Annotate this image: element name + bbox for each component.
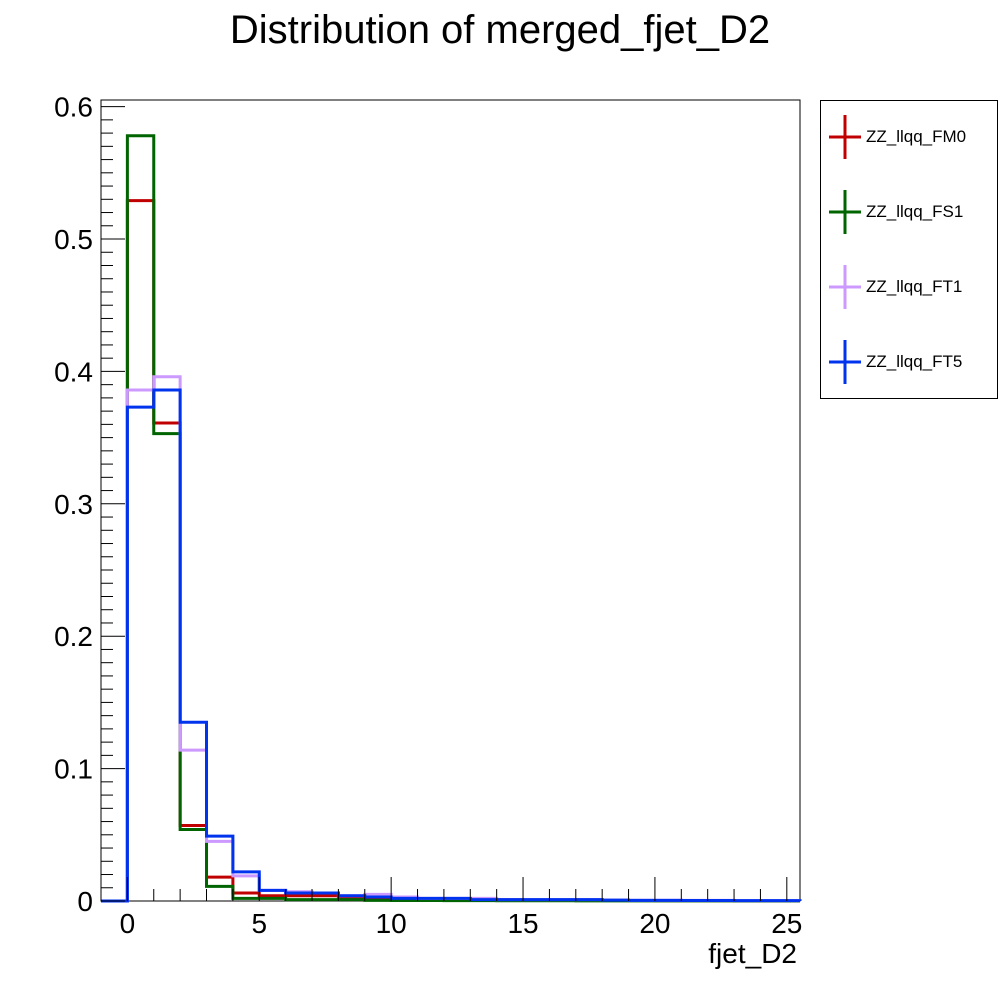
legend: ZZ_llqq_FM0 ZZ_llqq_FS1 ZZ_llqq_FT1 ZZ_llqq… [820, 100, 998, 399]
y-tick-label: 0.5 [54, 224, 93, 255]
legend-item: ZZ_llqq_FT5 [821, 336, 999, 396]
series-ZZ_llqq_FT5 [101, 388, 802, 903]
legend-label: ZZ_llqq_FT1 [866, 277, 963, 296]
y-tick-label: 0.4 [54, 356, 93, 387]
y-tick-label: 0.6 [54, 92, 93, 123]
x-tick-label: 0 [120, 908, 136, 939]
y-tick-label: 0.1 [54, 754, 93, 785]
y-tick-label: 0.3 [54, 489, 93, 520]
axis-layer: 0 5 10 15 20 25 0 0.1 0.2 0.3 0.4 0.5 0.6 [54, 92, 802, 939]
legend-marker-icon [829, 190, 861, 234]
legend-label: ZZ_llqq_FS1 [866, 202, 964, 221]
x-axis-label: fjet_D2 [708, 938, 797, 969]
legend-marker-icon [829, 265, 861, 309]
y-tick-label: 0.2 [54, 621, 93, 652]
x-tick-label: 5 [251, 908, 267, 939]
legend-item: ZZ_llqq_FT1 [821, 261, 999, 321]
x-tick-label: 15 [507, 908, 538, 939]
legend-marker-icon [829, 340, 861, 384]
chart-title: Distribution of merged_fjet_D2 [229, 8, 771, 52]
legend-marker-icon [829, 115, 861, 159]
y-tick-label: 0 [77, 886, 93, 917]
series-layer [101, 134, 802, 903]
legend-item: ZZ_llqq_FS1 [821, 186, 999, 246]
x-tick-label: 20 [639, 908, 670, 939]
legend-label: ZZ_llqq_FM0 [866, 127, 967, 146]
legend-label: ZZ_llqq_FT5 [866, 352, 963, 371]
x-tick-label: 25 [771, 908, 802, 939]
legend-item: ZZ_llqq_FM0 [821, 111, 999, 171]
x-tick-label: 10 [376, 908, 407, 939]
